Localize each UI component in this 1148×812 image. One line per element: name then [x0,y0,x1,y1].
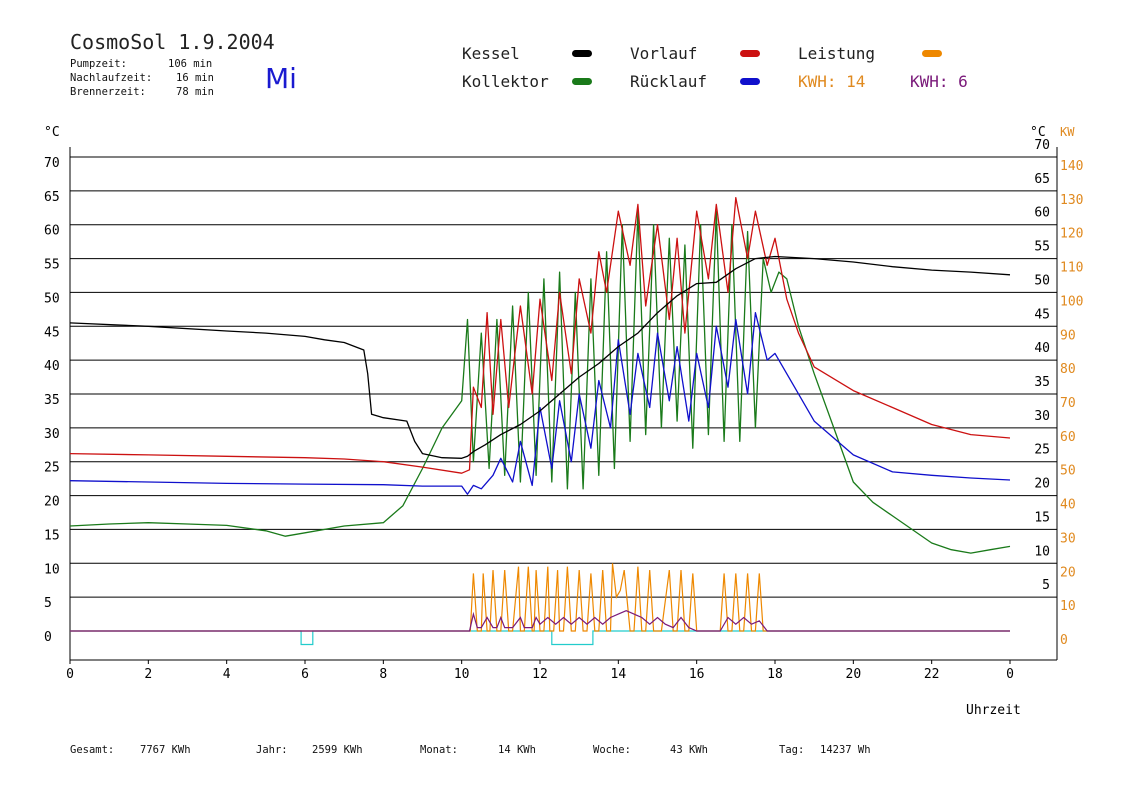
y-tick-label-left: 15 [44,528,60,543]
series-ruecklauf-line [69,312,1011,495]
y-tick-label-right-c: 60 [1034,206,1050,221]
y-unit-right-c: °C [1030,125,1046,140]
y-tick-label-right-c: 55 [1034,240,1050,255]
stat-nachlaufzeit-label: Nachlaufzeit: [70,72,153,84]
legend-vorlauf-swatch [740,50,760,57]
footer-tag-value: 14237 Wh [820,744,871,756]
y-tick-label-right-c: 70 [1034,138,1050,153]
y-tick-label-right-c: 5 [1042,578,1050,593]
y-unit-right-kw: KW [1060,125,1075,139]
series-pumpe-line [70,630,1010,646]
x-tick-label: 22 [924,667,940,682]
x-tick-label: 2 [144,667,152,682]
footer-tag-label: Tag: [779,744,805,756]
footer-monat-label: Monat: [420,744,458,756]
y-tick-label-right-c: 45 [1034,307,1050,322]
x-axis-label: Uhrzeit [966,703,1021,718]
legend-leistung-label: Leistung [798,44,876,63]
footer-gesamt-value: 7767 KWh [140,744,191,756]
x-tick-label: 12 [532,667,548,682]
legend-ruecklauf-swatch [740,78,760,85]
y-tick-label-right-kw: 30 [1060,531,1076,546]
y-tick-label-right-kw: 100 [1060,294,1083,309]
y-tick-label-left: 10 [44,562,60,577]
y-tick-label-left: 25 [44,461,60,476]
y-tick-label-right-kw: 50 [1060,464,1076,479]
legend-vorlauf-label: Vorlauf [630,44,698,63]
y-tick-label-right-c: 10 [1034,544,1050,559]
y-tick-label-right-kw: 110 [1060,261,1083,276]
x-tick-label: 20 [846,667,862,682]
y-tick-label-left: 40 [44,359,60,374]
y-tick-label-right-kw: 20 [1060,565,1076,580]
legend-kwh-purple: KWH: 6 [910,72,968,91]
y-tick-label-left: 70 [44,156,60,171]
y-unit-left: °C [44,125,60,140]
x-tick-label: 18 [767,667,783,682]
stat-pumpzeit-label: Pumpzeit: [70,58,127,70]
footer-woche-value: 43 KWh [670,744,708,756]
y-tick-label-left: 30 [44,427,60,442]
series-kollektor-line [69,210,1011,554]
y-tick-label-right-kw: 90 [1060,328,1076,343]
legend-kollektor-swatch [572,78,592,85]
series-vorlauf-line [69,196,1011,474]
y-tick-label-left: 65 [44,190,60,205]
series-kessel-line [69,255,1011,459]
footer-gesamt-label: Gesamt: [70,744,115,756]
weekday-label: Mi [265,62,297,95]
stat-brennerzeit-label: Brennerzeit: [70,86,146,98]
y-tick-label-left: 55 [44,258,60,273]
x-tick-label: 0 [1006,667,1014,682]
y-tick-label-right-c: 50 [1034,273,1050,288]
x-tick-label: 8 [379,667,387,682]
legend-kessel-label: Kessel [462,44,520,63]
y-tick-label-right-c: 35 [1034,375,1050,390]
y-tick-label-right-kw: 130 [1060,193,1083,208]
y-tick-label-right-c: 65 [1034,172,1050,187]
y-tick-label-right-c: 40 [1034,341,1050,356]
y-tick-label-right-c: 25 [1034,443,1050,458]
legend-leistung-swatch [922,50,942,57]
x-tick-label: 10 [454,667,470,682]
series-leistung-violett-line [70,610,1010,632]
stat-pumpzeit-value: 106 min [168,58,213,70]
y-tick-label-right-kw: 120 [1060,227,1083,242]
footer-jahr-value: 2599 KWh [312,744,363,756]
x-tick-label: 0 [66,667,74,682]
chart-title: CosmoSol 1.9.2004 [70,30,275,54]
y-tick-label-right-kw: 0 [1060,633,1068,648]
legend-kollektor-label: Kollektor [462,72,549,91]
y-tick-label-left: 60 [44,224,60,239]
legend-kessel-swatch [572,50,592,57]
x-tick-label: 4 [223,667,231,682]
y-tick-label-right-c: 30 [1034,409,1050,424]
y-tick-label-left: 20 [44,495,60,510]
y-tick-label-left: 0 [44,630,52,645]
x-tick-label: 14 [611,667,627,682]
y-tick-label-right-kw: 60 [1060,430,1076,445]
y-tick-label-left: 35 [44,393,60,408]
legend-kwh-orange: KWH: 14 [798,72,866,91]
y-tick-label-right-kw: 10 [1060,599,1076,614]
legend-ruecklauf-label: Rücklauf [630,72,708,91]
x-tick-label: 6 [301,667,309,682]
x-tick-label: 16 [689,667,705,682]
stat-nachlaufzeit-value: 16 min [176,72,214,84]
y-tick-label-right-kw: 40 [1060,498,1076,513]
y-tick-label-right-kw: 80 [1060,362,1076,377]
footer-woche-label: Woche: [593,744,631,756]
stat-brennerzeit-value: 78 min [176,86,214,98]
footer-monat-value: 14 KWh [498,744,536,756]
y-tick-label-right-kw: 70 [1060,396,1076,411]
footer-jahr-label: Jahr: [256,744,288,756]
y-tick-label-left: 5 [44,596,52,611]
y-tick-label-left: 50 [44,291,60,306]
y-tick-label-right-c: 20 [1034,477,1050,492]
y-tick-label-right-c: 15 [1034,510,1050,525]
y-tick-label-right-kw: 140 [1060,159,1083,174]
y-tick-label-left: 45 [44,325,60,340]
